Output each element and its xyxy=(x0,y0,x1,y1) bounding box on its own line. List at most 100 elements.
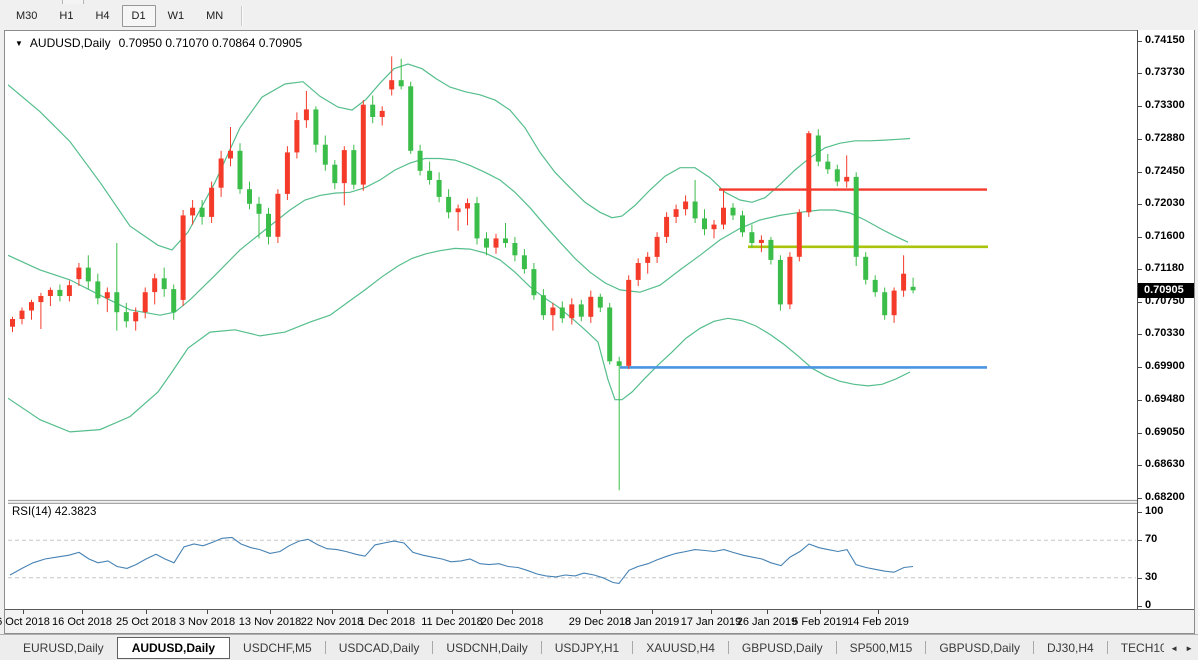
chart-tab-gbpusd-daily[interactable]: GBPUSD,Daily xyxy=(741,640,823,655)
bollinger-lower-band xyxy=(8,247,911,433)
bollinger-upper-band xyxy=(8,63,911,251)
bollinger-middle-band xyxy=(8,157,909,316)
tab-separator xyxy=(727,641,729,654)
price-axis-tick xyxy=(1138,465,1142,466)
chart-tab-bar: EURUSD,Daily AUDUSD,Daily USDCHF,M5 USDCAD,… xyxy=(0,634,1198,660)
price-axis-label: 0.70330 xyxy=(1145,327,1185,339)
chart-tab-usdcad-daily[interactable]: USDCAD,Daily xyxy=(338,640,420,655)
collapse-triangle-icon[interactable]: ▼ xyxy=(15,39,23,48)
tab-separator xyxy=(632,641,634,654)
timeframe-button-mn[interactable]: MN xyxy=(206,10,224,22)
price-axis-tick xyxy=(1138,433,1142,434)
price-axis-label: 0.72030 xyxy=(1145,197,1185,209)
time-axis-label: 11 Dec 2018 xyxy=(421,616,483,628)
time-axis-label: 17 Jan 2019 xyxy=(680,616,742,628)
price-axis-label: 0.72880 xyxy=(1145,132,1185,144)
timeframe-button-w1[interactable]: W1 xyxy=(167,10,185,22)
chart-window xyxy=(4,30,1195,634)
tab-separator xyxy=(432,641,434,654)
time-axis-tick xyxy=(512,610,513,614)
chart-tab-dj30-h4[interactable]: DJ30,H4 xyxy=(1047,640,1094,655)
price-axis-tick xyxy=(1138,73,1142,74)
timeframe-toolbar: M30 H1 H4 D1 W1 MN xyxy=(0,0,1198,30)
chart-tab-eurusd-daily[interactable]: EURUSD,Daily xyxy=(23,640,104,655)
time-axis-tick xyxy=(878,610,879,614)
tab-separator xyxy=(540,641,542,654)
chart-tab-usdcnh-daily[interactable]: USDCNH,Daily xyxy=(446,640,528,655)
chart-tab-gbpusd-daily[interactable]: GBPUSD,Daily xyxy=(939,640,1021,655)
current-price-tag: 0.70905 xyxy=(1138,283,1194,298)
time-axis-tick xyxy=(652,610,653,614)
price-axis-tick xyxy=(1138,41,1142,42)
price-axis-tick xyxy=(1138,106,1142,107)
chart-tab-usdchf-m5[interactable]: USDCHF,M5 xyxy=(243,640,312,655)
time-axis-tick xyxy=(82,610,83,614)
price-axis-tick xyxy=(1138,204,1142,205)
price-axis-label: 0.68200 xyxy=(1145,491,1185,503)
timeframe-button-m30[interactable]: M30 xyxy=(16,10,38,22)
rsi-axis-label: 100 xyxy=(1145,505,1164,517)
price-axis-tick xyxy=(1138,237,1142,238)
chart-title: ▼ AUDUSD,Daily 0.70950 0.71070 0.70864 0.7… xyxy=(15,36,302,50)
time-axis-tick xyxy=(767,610,768,614)
time-axis-tick xyxy=(270,610,271,614)
timeframe-button-h1[interactable]: H1 xyxy=(59,10,74,22)
time-axis-label: 20 Dec 2018 xyxy=(480,616,544,628)
price-axis-label: 0.71180 xyxy=(1145,262,1185,274)
price-axis-tick xyxy=(1138,334,1142,335)
time-axis-label: 8 Jan 2019 xyxy=(624,616,680,628)
tab-separator xyxy=(925,641,927,654)
price-axis-label: 0.73300 xyxy=(1145,99,1185,111)
time-axis-label: 13 Nov 2018 xyxy=(238,616,302,628)
price-axis-label: 0.69480 xyxy=(1145,393,1185,405)
timeframe-button-d1[interactable]: D1 xyxy=(121,5,156,27)
price-axis-label: 0.69050 xyxy=(1145,426,1185,438)
time-axis-tick xyxy=(820,610,821,614)
chart-tab-audusd-daily[interactable]: AUDUSD,Daily xyxy=(116,636,231,659)
toolbar-separator xyxy=(241,6,244,26)
tab-separator xyxy=(835,641,837,654)
time-axis-label: 26 Jan 2019 xyxy=(736,616,798,628)
price-axis-label: 0.70750 xyxy=(1145,295,1185,307)
price-axis-label: 0.69900 xyxy=(1145,360,1185,372)
tab-scroll-left-icon[interactable]: ◄ xyxy=(1170,643,1179,653)
time-axis-tick xyxy=(387,610,388,614)
price-axis-tick xyxy=(1138,269,1142,270)
price-axis-tick xyxy=(1138,400,1142,401)
chart-tab-sp500-m15[interactable]: SP500,M15 xyxy=(849,640,913,655)
price-axis-tick xyxy=(1138,302,1142,303)
price-chart-canvas[interactable] xyxy=(8,30,1137,609)
time-axis-tick xyxy=(23,610,24,614)
chart-tab-xauusd-h4[interactable]: XAUUSD,H4 xyxy=(646,640,715,655)
time-axis-label: 1 Dec 2018 xyxy=(358,616,416,628)
chart-symbol-label: AUDUSD,Daily xyxy=(29,36,111,50)
price-axis-label: 0.68630 xyxy=(1145,458,1185,470)
price-axis-label: 0.74150 xyxy=(1145,34,1185,46)
rsi-axis-label: 70 xyxy=(1145,533,1158,545)
price-axis-label: 0.71600 xyxy=(1145,230,1185,242)
price-axis-tick xyxy=(1138,172,1142,173)
time-axis-label: 16 Oct 2018 xyxy=(52,616,112,628)
tab-scroll-right-icon[interactable]: ► xyxy=(1185,643,1193,653)
rsi-indicator-label: RSI(14) 42.3823 xyxy=(12,506,97,518)
time-axis-label: 22 Nov 2018 xyxy=(300,616,364,628)
tab-scroll-arrows: ◄ ► xyxy=(1164,635,1193,660)
price-axis-label: 0.72450 xyxy=(1145,165,1185,177)
time-axis[interactable]: 6 Oct 2018 16 Oct 2018 25 Oct 2018 3 Nov 20… xyxy=(0,609,1194,633)
price-axis-tick xyxy=(1138,498,1142,499)
tab-separator xyxy=(324,641,326,654)
time-axis-label: 14 Feb 2019 xyxy=(847,616,909,628)
timeframe-button-h4[interactable]: H4 xyxy=(95,10,110,22)
rsi-axis-tick xyxy=(1138,606,1142,607)
price-axis-label: 0.73730 xyxy=(1145,66,1185,78)
time-axis-tick xyxy=(332,610,333,614)
time-axis-label: 5 Feb 2019 xyxy=(792,616,848,628)
time-axis-label: 25 Oct 2018 xyxy=(116,616,176,628)
time-axis-tick xyxy=(146,610,147,614)
timeframe-buttons: M30 H1 H4 D1 W1 MN xyxy=(6,5,249,27)
time-axis-tick xyxy=(711,610,712,614)
rsi-axis-tick xyxy=(1138,540,1142,541)
price-axis[interactable]: 0.70905 0.74150 0.73730 0.73300 0.72880 0.72… xyxy=(1137,30,1194,611)
chart-tab-usdjpy-h1[interactable]: USDJPY,H1 xyxy=(554,640,620,655)
